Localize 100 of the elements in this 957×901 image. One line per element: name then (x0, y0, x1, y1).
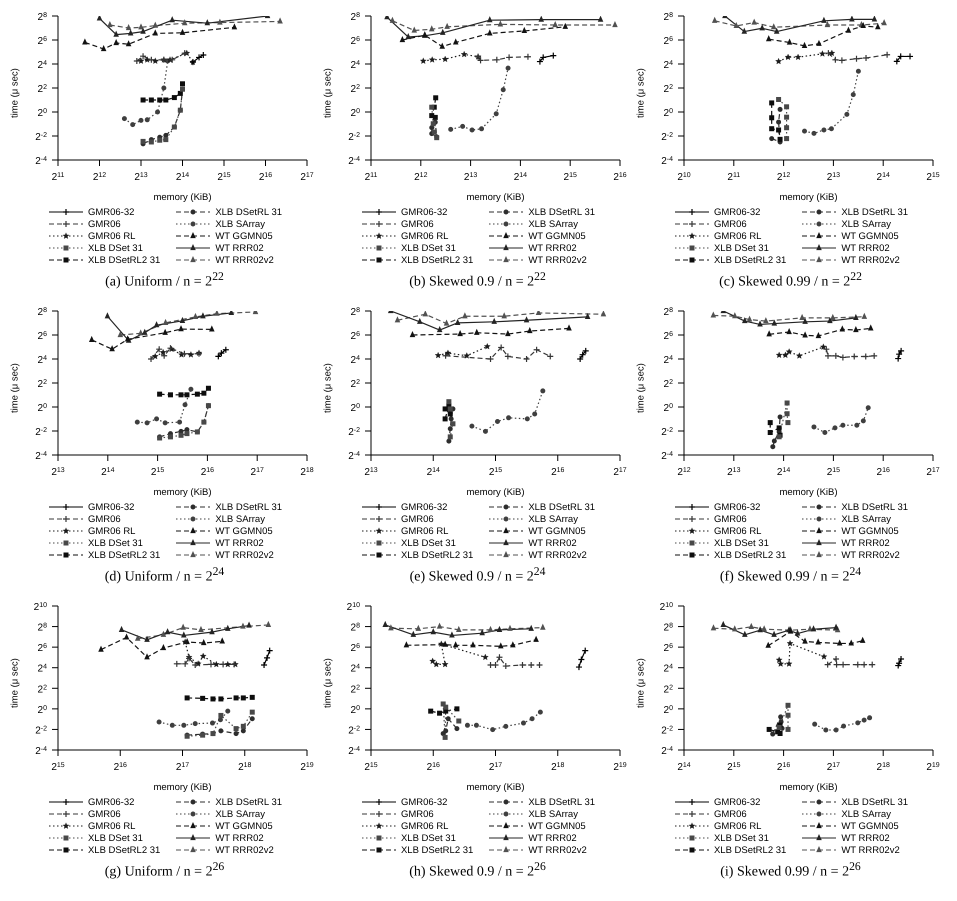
legend-label: XLB DSetRL2 31 (88, 550, 160, 560)
y-tick-label: 2$^{4}$ (38, 354, 48, 366)
y-tick-label: 2$^{4}$ (664, 663, 674, 675)
legend-label: WT RRR02 (215, 832, 264, 844)
legend-label: GMR06 (714, 514, 747, 524)
x-tick-label: 2$^{15}$ (364, 762, 378, 773)
x-tick-label: 2$^{15}$ (826, 466, 840, 478)
legend-label: WT GGMN05 (215, 230, 273, 242)
y-tick-label: 2$^{-4}$ (348, 746, 360, 757)
x-tick-label: 2$^{12}$ (677, 466, 691, 478)
y-tick-label: 2$^{-4}$ (348, 450, 360, 462)
y-tick-label: 2$^{-2}$ (661, 724, 674, 736)
y-tick-label: 2$^{4}$ (350, 354, 360, 366)
y-tick-label: 2$^{2}$ (350, 84, 360, 95)
y-tick-label: 2$^{-4}$ (35, 746, 48, 757)
y-tick-label: 2$^{6}$ (38, 642, 48, 654)
x-tick-label: 2$^{18}$ (300, 466, 314, 478)
legend-label: GMR06 RL (88, 230, 136, 242)
y-tick-label: 2$^{0}$ (38, 402, 48, 414)
x-tick-label: 2$^{12}$ (776, 172, 790, 183)
y-tick-label: 2$^{-2}$ (661, 132, 674, 143)
x-tick-label: 2$^{11}$ (364, 172, 378, 183)
y-tick-label: 2$^{-4}$ (35, 450, 48, 462)
y-tick-label: 2$^{8}$ (350, 12, 360, 23)
legend-label: XLB DSetRL 31 (215, 796, 282, 808)
text: (i) Skewed 0.99 / n = 2$^{26}$ (720, 860, 861, 881)
x-tick-label: 2$^{17}$ (300, 172, 314, 183)
x-tick-label: 2$^{16}$ (613, 172, 627, 183)
y-axis-title: time (μ sec) (322, 658, 334, 708)
legend-label: WT RRR02v2 (215, 844, 274, 856)
y-tick-label: 2$^{10}$ (660, 602, 674, 613)
x-tick-label: 2$^{13}$ (134, 172, 148, 183)
y-tick-label: 2$^{-2}$ (661, 426, 674, 438)
legend-label: WT RRR02 (841, 832, 890, 844)
y-tick-label: 2$^{6}$ (350, 642, 360, 654)
y-tick-label: 2$^{-4}$ (661, 156, 674, 167)
x-tick-label: 2$^{18}$ (238, 762, 252, 773)
y-tick-label: 2$^{-2}$ (35, 132, 48, 143)
y-tick-label: 2$^{8}$ (664, 306, 674, 318)
legend-label: WT RRR02 (215, 538, 264, 548)
y-tick-label: 2$^{2}$ (664, 378, 674, 390)
x-tick-label: 2$^{17}$ (250, 466, 264, 478)
legend-label: GMR06 RL (714, 820, 762, 832)
legend-label: GMR06 (714, 218, 747, 230)
legend-label: GMR06 (88, 218, 121, 230)
legend-label: WT GGMN05 (215, 820, 273, 832)
legend-label: XLB SArray (528, 514, 578, 524)
x-tick-label: 2$^{15}$ (926, 172, 940, 183)
x-tick-label: 2$^{16}$ (426, 762, 440, 773)
text: (e) Skewed 0.9 / n = 2$^{24}$ (410, 565, 546, 586)
text: (h) Skewed 0.9 / n = 2$^{26}$ (409, 860, 546, 881)
y-tick-label: 2$^{4}$ (350, 663, 360, 675)
y-tick-label: 2$^{10}$ (346, 602, 360, 613)
x-tick-label: 2$^{12}$ (414, 172, 428, 183)
y-tick-label: 2$^{4}$ (38, 663, 48, 675)
y-tick-label: 2$^{-4}$ (348, 156, 360, 167)
legend-label: XLB DSetRL2 31 (400, 550, 474, 560)
legend-label: GMR06-32 (400, 796, 448, 808)
x-tick-label: 2$^{16}$ (114, 762, 128, 773)
legend-label: GMR06-32 (714, 502, 760, 512)
y-tick-label: 2$^{-2}$ (348, 724, 360, 736)
y-tick-label: 2$^{2}$ (38, 84, 48, 95)
y-tick-label: 2$^{8}$ (38, 622, 48, 634)
y-tick-label: 2$^{0}$ (664, 402, 674, 414)
y-tick-label: 2$^{6}$ (38, 330, 48, 342)
y-tick-label: 2$^{6}$ (664, 36, 674, 47)
x-axis-title: memory (KiB) (153, 782, 212, 793)
y-tick-label: 2$^{-2}$ (35, 724, 48, 736)
x-tick-label: 2$^{12}$ (92, 172, 106, 183)
legend-label: XLB DSetRL2 31 (88, 844, 160, 856)
x-tick-label: 2$^{14}$ (101, 466, 115, 478)
legend-label: WT GGMN05 (841, 526, 899, 536)
x-tick-label: 2$^{14}$ (514, 172, 528, 183)
y-tick-label: 2$^{4}$ (38, 60, 48, 71)
legend-label: GMR06 RL (400, 526, 448, 536)
y-tick-label: 2$^{8}$ (664, 622, 674, 634)
x-tick-label: 2$^{13}$ (464, 172, 478, 183)
y-tick-label: 2$^{-4}$ (35, 156, 48, 167)
y-tick-label: 2$^{2}$ (38, 684, 48, 696)
y-axis-title: time (μ sec) (9, 658, 20, 708)
legend-label: WT GGMN05 (841, 820, 899, 832)
legend-label: GMR06 RL (714, 230, 762, 242)
legend-label: XLB DSet 31 (400, 538, 456, 548)
legend-label: GMR06-32 (88, 796, 134, 808)
legend-label: WT RRR02 (528, 832, 577, 844)
y-axis-title: time (μ sec) (635, 363, 646, 413)
x-tick-label: 2$^{11}$ (727, 172, 740, 183)
legend-label: XLB SArray (528, 218, 578, 230)
x-tick-label: 2$^{15}$ (488, 466, 502, 478)
y-tick-label: 2$^{-2}$ (348, 132, 360, 143)
y-tick-label: 2$^{0}$ (350, 704, 360, 716)
legend-label: XLB DSetRL2 31 (714, 550, 786, 560)
y-tick-label: 2$^{8}$ (38, 306, 48, 318)
y-tick-label: 2$^{0}$ (664, 108, 674, 119)
x-tick-label: 2$^{19}$ (926, 762, 940, 773)
x-tick-label: 2$^{19}$ (613, 762, 627, 773)
legend-label: XLB SArray (841, 808, 891, 820)
legend-label: GMR06 RL (88, 820, 136, 832)
y-tick-label: 2$^{0}$ (38, 108, 48, 119)
legend-label: XLB SArray (841, 514, 891, 524)
